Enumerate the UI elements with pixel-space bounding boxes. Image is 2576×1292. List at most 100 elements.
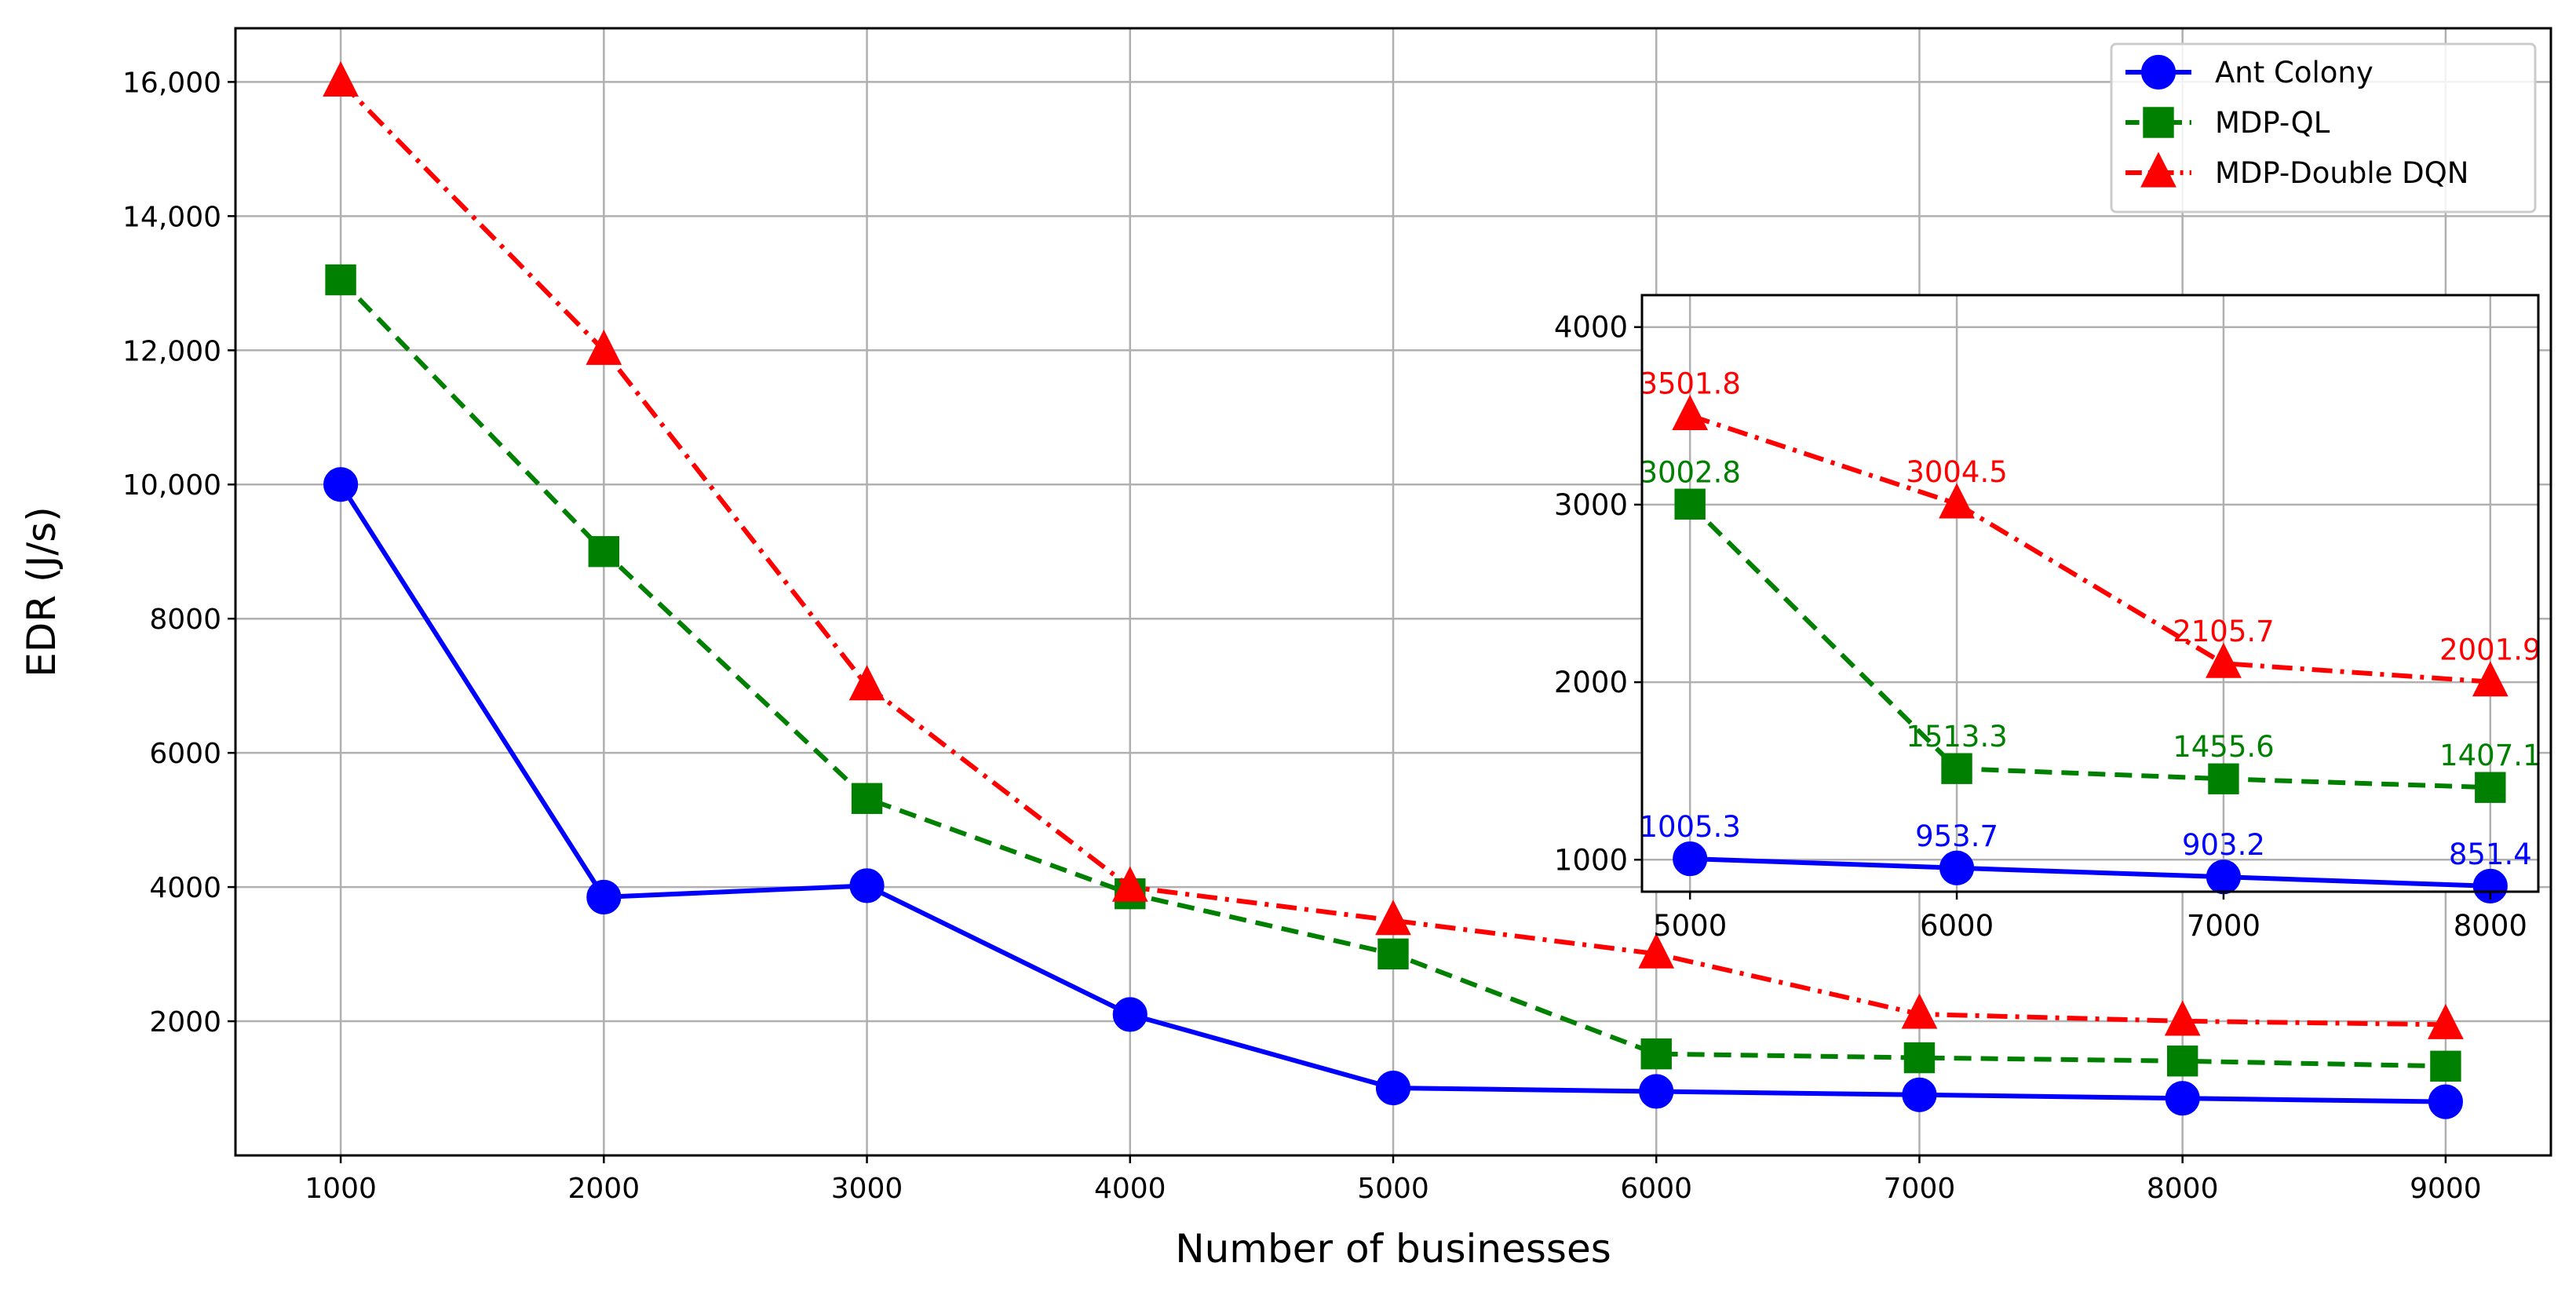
- data-point-mdp-double-dqn: [586, 329, 622, 365]
- main-y-tick-label: 10,000: [122, 469, 221, 502]
- data-point-mdp-ql: [588, 536, 620, 568]
- data-point-mdp-ql: [325, 264, 356, 296]
- inset-data-label: 1407.1: [2439, 739, 2541, 772]
- main-ticks: 1000 2000 3000 4000 5000 6000 7000 8000 9000 2000…: [122, 67, 2482, 1205]
- inset-plot-frame: [1640, 294, 2540, 893]
- inset-data-point-mdp-double-dqn: [1939, 483, 1975, 519]
- inset-data-label: 1455.6: [2173, 730, 2274, 764]
- data-point-mdp-ql: [2430, 1050, 2461, 1082]
- y-axis-label: EDR (J/s): [19, 506, 64, 677]
- inset-x-tick-label: 5000: [1653, 909, 1727, 943]
- inset-data-label: 903.2: [2182, 828, 2265, 862]
- inset-series-line-mdp-ql: [1688, 502, 2490, 790]
- inset-data-labels: 1005.3 953.7 903.2 851.4 3002.8 1513.3 1455.6 1…: [1639, 367, 2541, 870]
- inset-data-point-ant-colony: [1673, 841, 1708, 877]
- data-point-ant-colony: [1112, 997, 1148, 1032]
- legend-marker-mdp-ql: [2143, 107, 2174, 138]
- inset-data-label: 2001.9: [2439, 633, 2541, 667]
- data-point-mdp-ql: [2166, 1046, 2198, 1077]
- main-x-tick-label: 6000: [1620, 1173, 1692, 1205]
- series-ant-colony: [323, 467, 2463, 1119]
- main-x-tick-label: 9000: [2410, 1173, 2482, 1205]
- data-point-ant-colony: [2428, 1084, 2463, 1119]
- inset-series-mdp-ql: [1674, 488, 2506, 803]
- data-point-mdp-double-dqn: [1638, 933, 1675, 969]
- main-x-tick-label: 5000: [1357, 1173, 1429, 1205]
- inset-data-point-ant-colony: [2206, 860, 2242, 895]
- data-point-mdp-ql: [1903, 1042, 1936, 1074]
- inset-data-label: 3004.5: [1906, 455, 2007, 489]
- inset-data-point-mdp-ql: [1674, 488, 1706, 520]
- inset-y-tick-label: 2000: [1554, 666, 1628, 699]
- main-y-tick-label: 2000: [149, 1006, 221, 1038]
- legend-label: MDP-Double DQN: [2215, 156, 2468, 190]
- inset-ticks: 5000 6000 7000 8000 1000 2000 3000 4000: [1554, 311, 2527, 943]
- main-x-tick-label: 3000: [831, 1173, 903, 1205]
- data-point-mdp-ql: [1640, 1038, 1672, 1070]
- data-point-mdp-double-dqn: [323, 60, 359, 97]
- data-point-mdp-double-dqn: [1901, 993, 1938, 1029]
- data-point-ant-colony: [2165, 1081, 2200, 1116]
- inset-y-tick-label: 3000: [1554, 488, 1628, 522]
- data-point-mdp-ql: [1377, 938, 1409, 970]
- data-point-mdp-double-dqn: [2428, 1003, 2464, 1039]
- data-point-ant-colony: [1639, 1074, 1674, 1109]
- inset-y-tick-label: 4000: [1554, 311, 1628, 345]
- inset-data-point-mdp-ql: [2475, 772, 2506, 803]
- data-point-mdp-ql: [851, 783, 883, 814]
- inset-x-tick-label: 8000: [2454, 909, 2527, 943]
- inset-data-label: 953.7: [1915, 819, 1998, 853]
- main-x-tick-label: 4000: [1094, 1173, 1166, 1205]
- inset-data-point-ant-colony: [2472, 868, 2508, 903]
- data-point-ant-colony: [849, 868, 885, 903]
- inset-series-line-ant-colony: [1690, 856, 2490, 889]
- inset-x-tick-label: 6000: [1920, 909, 1994, 943]
- legend-item-ant-colony: Ant Colony: [2125, 54, 2373, 90]
- data-point-ant-colony: [1902, 1077, 1937, 1112]
- inset-data-label: 2105.7: [2173, 615, 2274, 648]
- legend-item-mdp-ql: MDP-QL: [2125, 106, 2330, 140]
- inset-data-label: 3002.8: [1639, 455, 1740, 489]
- x-axis-label: Number of businesses: [1175, 1226, 1611, 1272]
- main-x-tick-label: 7000: [1884, 1173, 1956, 1205]
- inset-series: [1672, 394, 2508, 903]
- main-y-tick-label: 16,000: [122, 67, 221, 99]
- legend-label: Ant Colony: [2215, 56, 2373, 89]
- inset-data-point-mdp-double-dqn: [2206, 642, 2242, 678]
- main-y-tick-label: 4000: [149, 872, 221, 904]
- main-series: [323, 60, 2464, 1119]
- data-point-mdp-double-dqn: [1375, 900, 1411, 936]
- inset-chart: 1005.3 953.7 903.2 851.4 3002.8 1513.3 1455.6 1…: [1554, 294, 2541, 943]
- inset-series-ant-colony: [1673, 841, 2508, 903]
- data-point-mdp-double-dqn: [1111, 866, 1148, 902]
- inset-grid: [1642, 295, 2538, 892]
- legend-items: Ant Colony MDP-QL MDP-Double DQN: [2125, 54, 2468, 190]
- legend-marker-mdp-double-dqn: [2140, 151, 2176, 188]
- inset-data-label: 1005.3: [1639, 810, 1740, 844]
- inset-data-label: 1513.3: [1906, 720, 2007, 754]
- inset-data-point-mdp-double-dqn: [1672, 394, 1709, 430]
- inset-data-label: 3501.8: [1639, 367, 1740, 400]
- legend-marker-ant-colony: [2140, 54, 2176, 90]
- main-y-tick-label: 12,000: [122, 335, 221, 367]
- data-point-mdp-double-dqn: [2164, 1000, 2201, 1036]
- legend-box: [2110, 42, 2537, 214]
- main-y-tick-label: 8000: [149, 604, 221, 636]
- inset-series-line-mdp-double-dqn: [1689, 413, 2491, 684]
- inset-data-point-mdp-ql: [1941, 753, 1972, 784]
- data-point-ant-colony: [323, 467, 359, 502]
- series-mdp-double-dqn: [323, 60, 2464, 1039]
- main-y-tick-label: 6000: [149, 738, 221, 770]
- data-point-ant-colony: [1375, 1070, 1411, 1106]
- inset-background: [1642, 295, 2538, 892]
- data-point-mdp-double-dqn: [848, 665, 885, 701]
- inset-y-tick-label: 1000: [1554, 843, 1628, 877]
- inset-data-point-mdp-double-dqn: [2472, 661, 2508, 697]
- legend: Ant Colony MDP-QL MDP-Double DQN: [2110, 42, 2537, 214]
- series-mdp-ql: [325, 264, 2461, 1082]
- main-x-tick-label: 8000: [2147, 1173, 2219, 1205]
- inset-data-point-mdp-ql: [2208, 763, 2239, 794]
- inset-x-tick-label: 7000: [2187, 909, 2260, 943]
- main-x-tick-label: 1000: [305, 1173, 377, 1205]
